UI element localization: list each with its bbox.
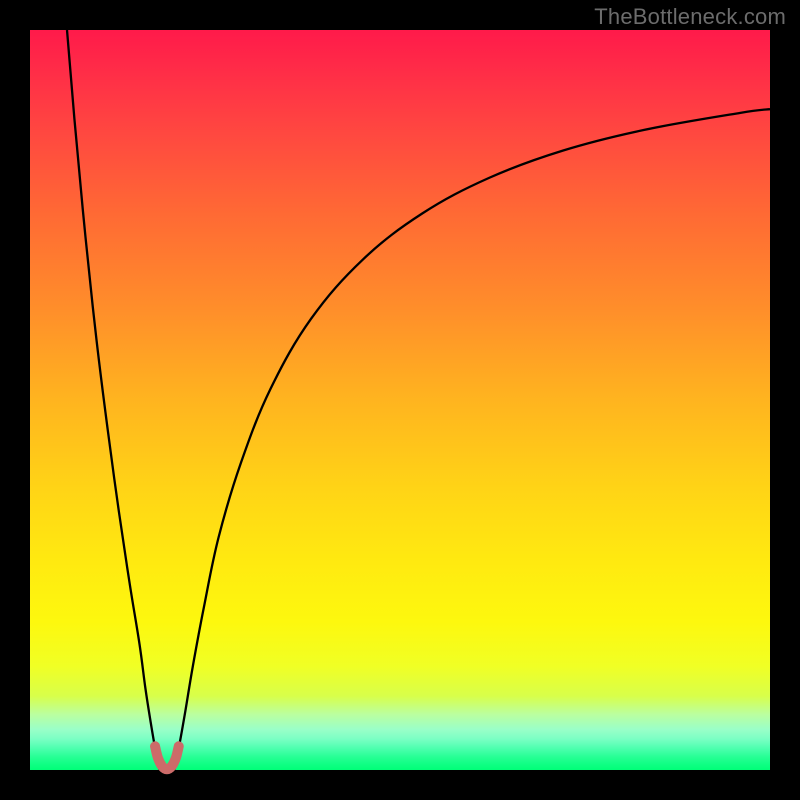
optimal-point-marker [155,746,179,769]
bottleneck-curve [67,30,770,770]
watermark-label: TheBottleneck.com [594,4,786,30]
curve-overlay [30,30,770,770]
chart-root: TheBottleneck.com [0,0,800,800]
plot-area [30,30,770,770]
